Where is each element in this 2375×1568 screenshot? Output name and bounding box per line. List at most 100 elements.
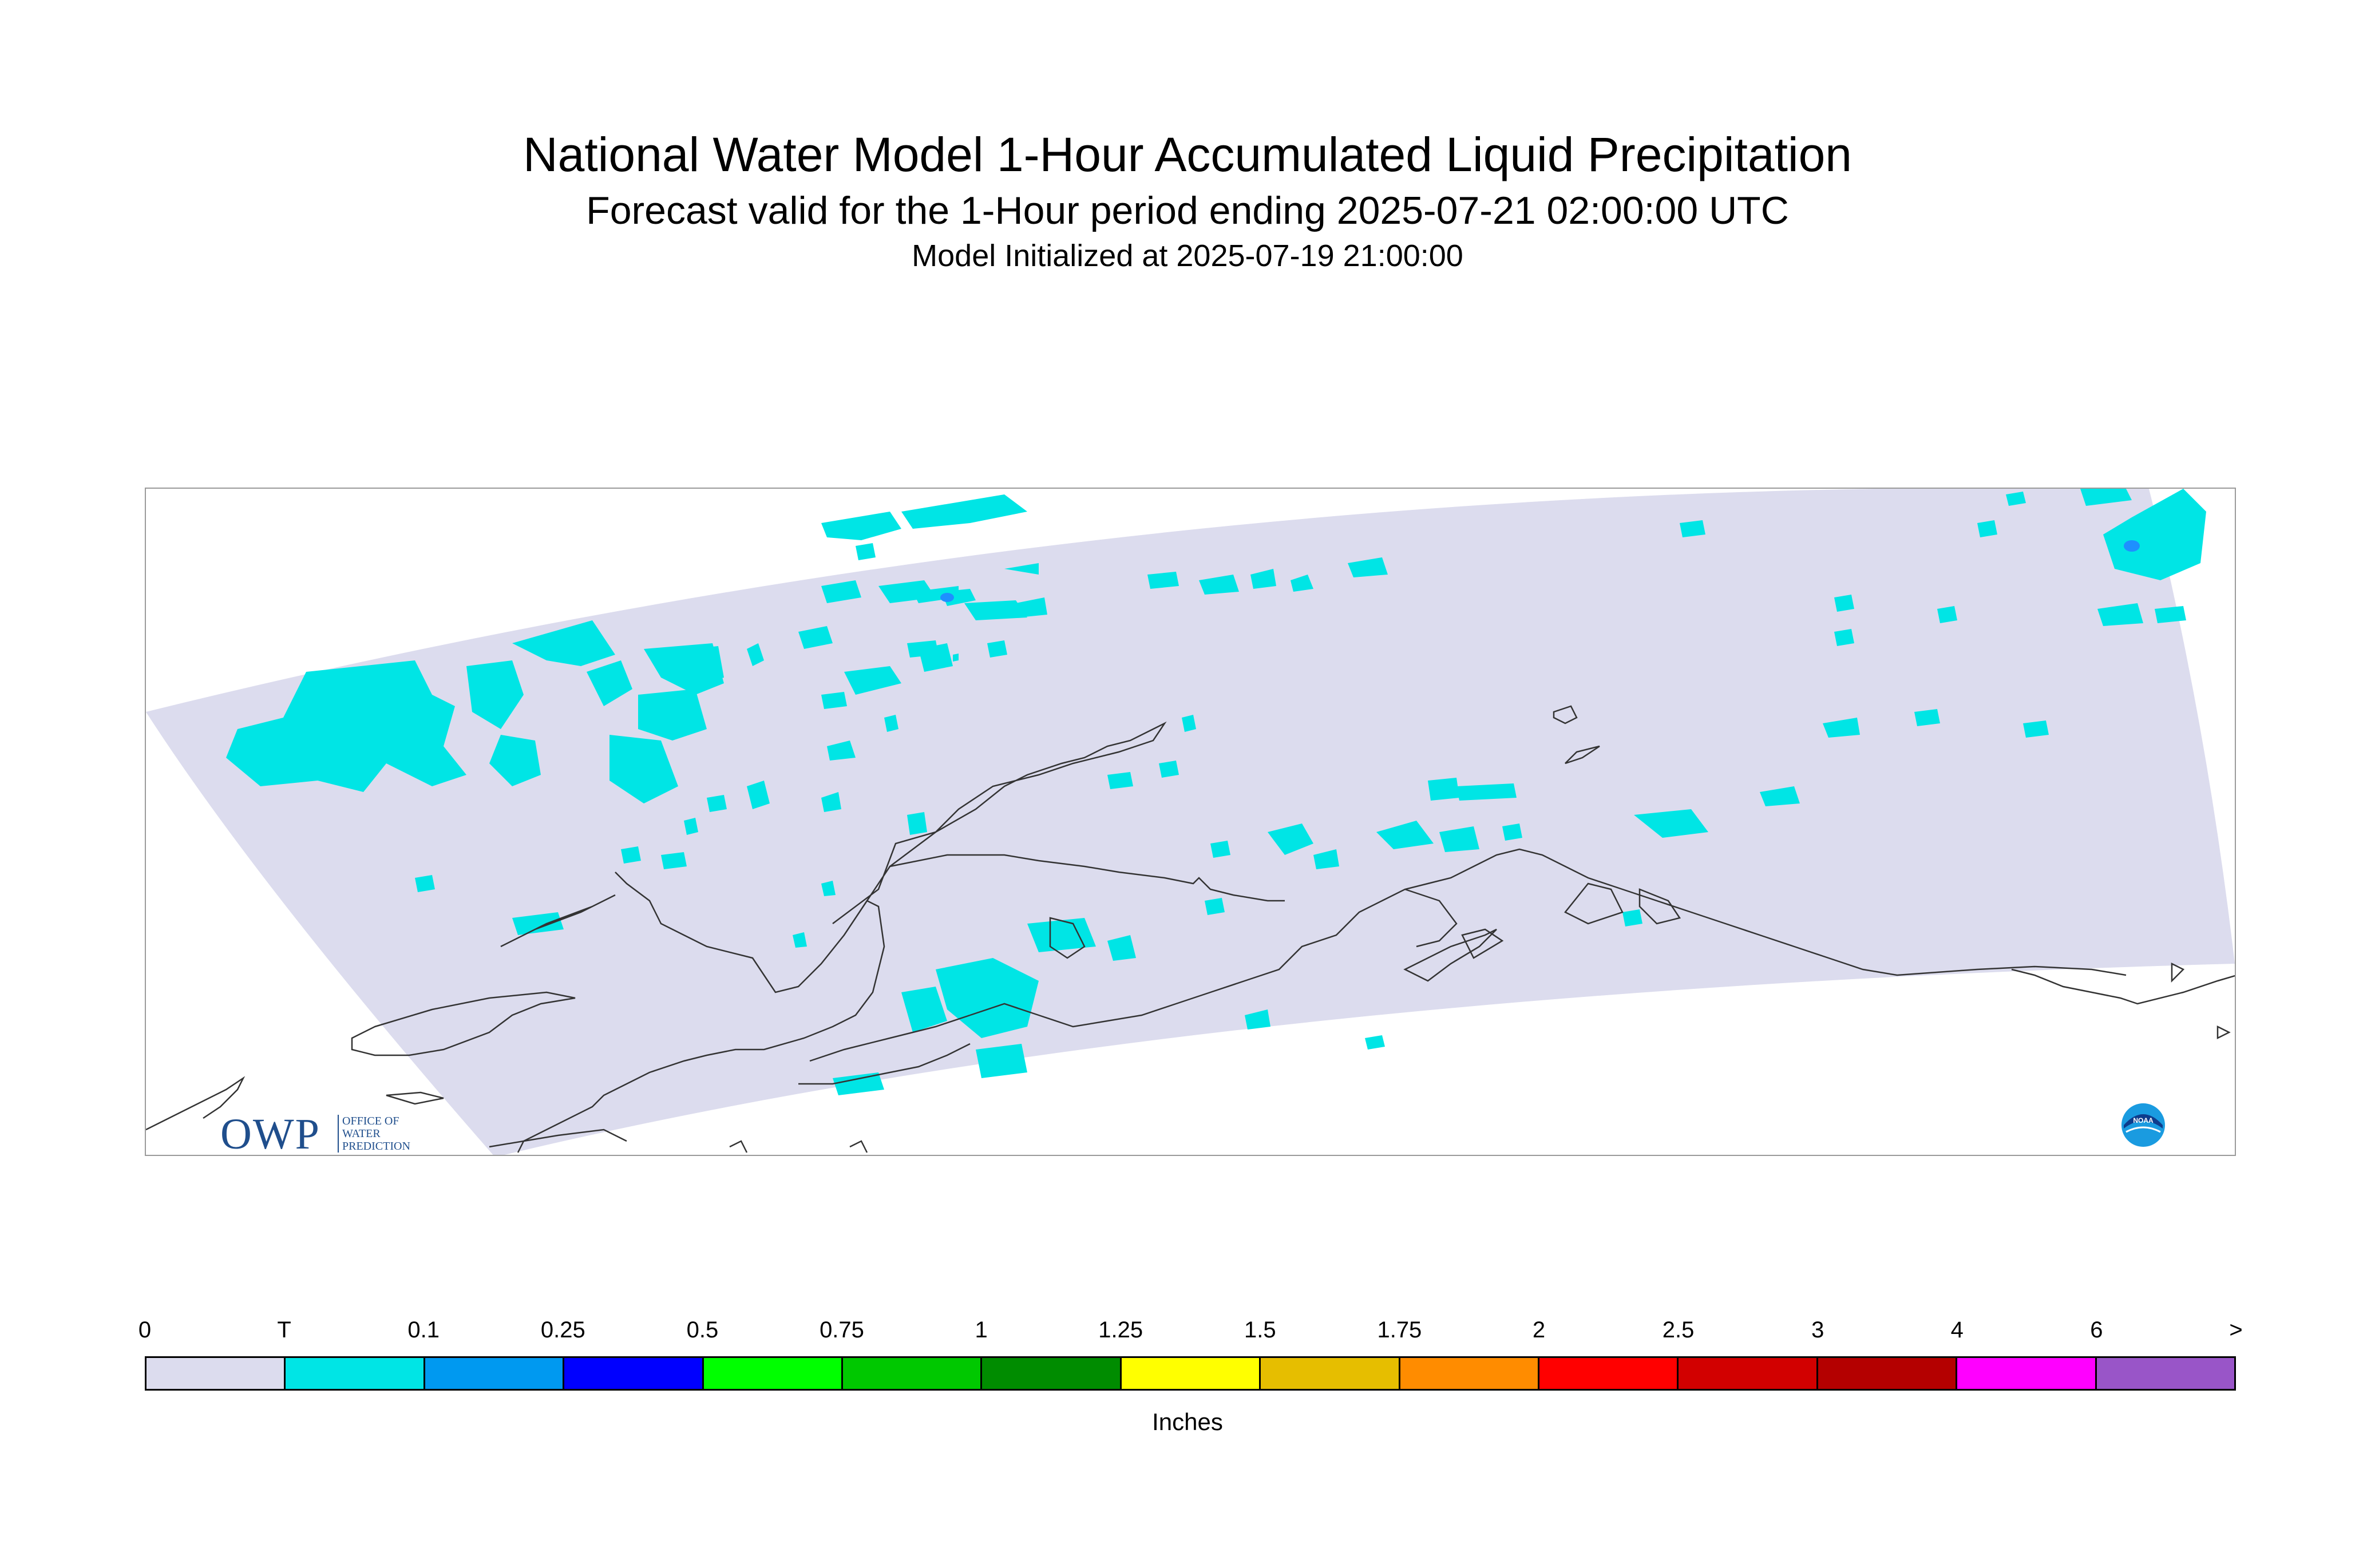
noaa-logo: NOAA [2121,1103,2165,1147]
colorbar-cell [1121,1358,1261,1389]
precip-patch [1622,909,1642,926]
precip-patch [821,512,901,540]
precip-patch [827,741,856,761]
precip-patch [2080,489,2132,506]
precip-patch [1250,569,1276,589]
precip-patch [1502,823,1522,841]
precip-patch [907,640,939,658]
colorbar-cell [1957,1358,2097,1389]
precip-patch [964,600,1027,620]
precip-spot [940,593,954,602]
colorbar-tick-label: 1 [975,1317,988,1343]
owp-sub-line: OFFICE OF [342,1115,399,1127]
precip-patch [2097,603,2143,626]
precip-patch [1147,572,1179,589]
colorbar [145,1356,2236,1391]
alaska-coastline [146,705,2235,1153]
precip-patch [1914,709,1940,726]
coastline-path [146,1076,246,1131]
precip-patch [707,795,727,812]
precip-patch [1205,898,1225,915]
precip-patch [2155,606,2186,623]
light-precip-spots [940,540,2140,602]
precip-patch [1245,1009,1270,1030]
noaa-logo-text: NOAA [2133,1116,2154,1124]
precip-patch [1634,809,1708,838]
coastline-path [729,1140,748,1153]
precip-patch [1456,783,1517,801]
precip-patch [1016,597,1047,617]
colorbar-tick-label: 1.25 [1098,1317,1143,1343]
coastline-path [889,854,1285,902]
precip-patch [1439,826,1479,852]
precip-patch [1268,823,1313,855]
colorbar-cell [982,1358,1122,1389]
precip-patch [2103,489,2206,580]
model-init-line: Model Initialized at 2025-07-19 21:00:00 [912,239,1463,273]
colorbar-cell [2096,1358,2235,1389]
precip-patch [821,692,847,709]
precip-patch [821,580,861,603]
colorbar-tick-label: 0.1 [407,1317,440,1343]
precip-patch [907,812,927,835]
coastline-path [2216,1025,2231,1040]
colorbar-units: Inches [1152,1408,1223,1435]
owp-sub-line: WATER [342,1127,381,1140]
colorbar-cell [425,1358,565,1389]
precip-patch [1291,575,1313,592]
precip-patch [1210,841,1230,858]
precip-patch [747,781,770,809]
precip-spot [2124,540,2140,552]
colorbar-cell [1400,1358,1540,1389]
precip-patch [1834,595,1854,612]
precip-patch [1004,563,1039,575]
colorbar-tick-label: 1.5 [1244,1317,1276,1343]
coastline-path [1461,928,1504,959]
precip-patch [415,875,435,892]
precip-patch [844,666,901,695]
precip-map [146,489,2235,1155]
precip-patch [2006,492,2026,506]
colorbar-tick-label: T [277,1317,291,1343]
precip-patch [987,640,1007,658]
precip-patch [466,660,524,729]
precip-patch [2023,720,2049,738]
colorbar-tick-label: 4 [1950,1317,1964,1343]
coastline-path [517,900,885,1153]
coastline-path [798,1043,971,1085]
coastline-path [969,848,2127,1028]
precip-patch [1182,715,1196,732]
precip-patch [1834,629,1854,646]
precip-patch [587,660,632,706]
coastline-path [386,1091,444,1105]
precip-patch [793,932,807,948]
precip-patch [901,494,1027,529]
colorbar-cell [1679,1358,1818,1389]
coastline-path [1403,928,1497,982]
precip-patch [638,689,707,741]
colorbar-tick-label: 0.25 [540,1317,585,1343]
model-domain [146,489,2235,1155]
coastline-path [809,1014,971,1062]
colorbar-cell [1261,1358,1400,1389]
precip-patch [1760,786,1800,806]
precip-patch [1376,821,1434,849]
coastline-path [1564,882,1624,925]
precip-patch [884,715,898,732]
colorbar-tick-label: 2.5 [1662,1317,1695,1343]
precip-patch [901,987,947,1032]
colorbar-cell [1539,1358,1679,1389]
precip-patch [1027,918,1096,952]
precip-patch [512,912,564,935]
colorbar-tick-label: 0.5 [686,1317,719,1343]
coastline-path [849,1140,868,1153]
precip-patch [690,646,724,683]
coastline-path [1638,888,1681,925]
precip-patch [621,846,641,864]
precip-patch [661,852,687,869]
precip-patch [609,735,678,803]
precip-patch [747,643,764,666]
colorbar-cell [843,1358,983,1389]
precip-patch [798,626,833,649]
map-title: National Water Model 1-Hour Accumulated … [522,128,1852,181]
